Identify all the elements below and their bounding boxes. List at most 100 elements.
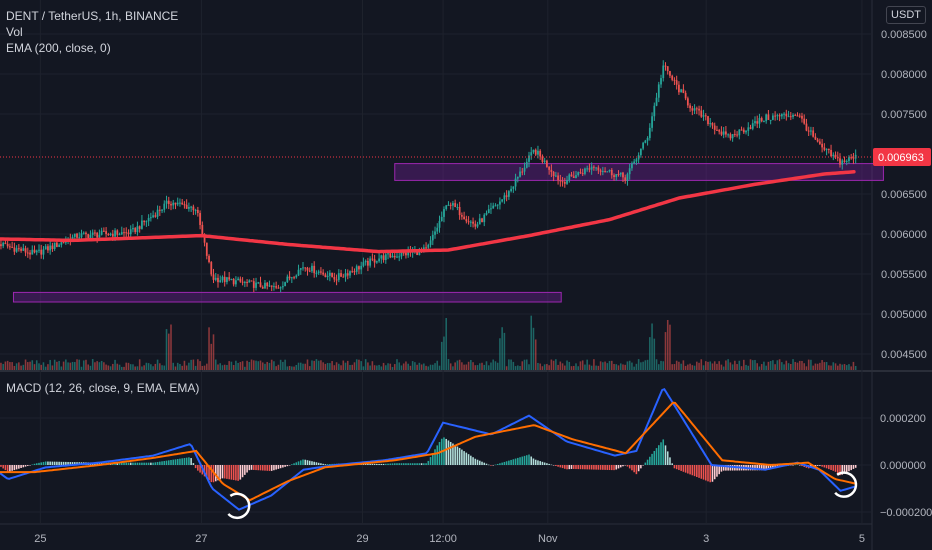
macd-histogram-bar — [825, 465, 828, 469]
candle-body — [0, 244, 2, 247]
candle-body — [22, 248, 25, 251]
candle-body — [546, 160, 548, 167]
candle-body — [503, 195, 506, 200]
macd-histogram-bar — [470, 455, 472, 465]
macd-histogram-bar — [221, 465, 224, 479]
volume-bar — [181, 365, 183, 370]
volume-bar — [796, 362, 799, 370]
volume-bar — [2, 363, 4, 370]
macd-histogram-bar — [452, 443, 454, 465]
volume-bar — [277, 364, 280, 370]
volume-bar — [483, 364, 486, 370]
macd-histogram-bar — [369, 463, 371, 465]
macd-histogram-bar — [382, 463, 385, 465]
macd-histogram-bar — [253, 465, 255, 470]
volume-bar — [476, 365, 479, 370]
candle-body — [651, 116, 653, 128]
volume-bar — [201, 365, 204, 370]
macd-indicator-label[interactable]: MACD (12, 26, close, 9, EMA, EMA) — [6, 381, 200, 395]
volume-bar — [261, 362, 264, 370]
hand-drawn-circle-annotation — [834, 471, 858, 498]
volume-bar — [487, 365, 490, 370]
volume-bar — [528, 364, 530, 370]
volume-bar — [96, 361, 98, 370]
candle-body — [496, 204, 499, 206]
candle-body — [769, 119, 772, 121]
volume-bar — [199, 361, 201, 370]
macd-histogram-bar — [640, 465, 642, 469]
volume-bar — [176, 362, 179, 370]
candle-body — [523, 167, 526, 172]
time-tick-label: 27 — [195, 533, 207, 545]
candle-body — [720, 131, 723, 135]
macd-histogram-bar — [512, 459, 515, 465]
volume-bar — [481, 362, 483, 370]
volume-bar — [74, 362, 76, 370]
macd-histogram-bar — [170, 459, 172, 465]
macd-histogram-bar — [165, 460, 168, 465]
volume-bar — [398, 362, 401, 370]
volume-bar — [682, 360, 685, 370]
candle-body — [427, 244, 430, 248]
volume-bar — [579, 361, 582, 370]
volume-bar — [266, 361, 268, 370]
macd-histogram-bar — [194, 465, 197, 469]
candle-body — [62, 242, 65, 244]
volume-bar — [344, 362, 347, 370]
volume-bar — [69, 362, 72, 370]
macd-histogram-bar — [51, 461, 54, 465]
candle-body — [234, 280, 237, 285]
ema-indicator-label[interactable]: EMA (200, close, 0) — [6, 41, 111, 55]
volume-bar — [257, 361, 260, 370]
macd-histogram-bar — [832, 465, 835, 471]
macd-histogram-bar — [371, 463, 374, 465]
macd-histogram-bar — [709, 465, 712, 483]
macd-histogram-bar — [286, 465, 289, 467]
candle-body — [512, 186, 515, 189]
volume-bar — [378, 364, 380, 370]
volume-bar — [568, 361, 571, 370]
candle-body — [127, 232, 130, 235]
volume-bar — [351, 364, 354, 370]
candle-body — [604, 171, 606, 173]
volume-bar — [11, 362, 13, 370]
macd-histogram-bar — [246, 465, 248, 473]
candle-body — [230, 279, 233, 281]
macd-histogram-bar — [798, 465, 801, 466]
volume-bar — [194, 365, 197, 370]
volume-bar — [807, 359, 810, 370]
volume-bar — [485, 361, 488, 370]
volume-bar — [769, 360, 772, 370]
macd-histogram-bar — [214, 465, 217, 482]
macd-histogram-bar — [228, 465, 230, 480]
candle-body — [353, 271, 356, 273]
volume-bar — [543, 364, 546, 370]
volume-bar — [854, 365, 857, 370]
volume-indicator-label[interactable]: Vol — [6, 25, 23, 39]
volume-bar — [188, 362, 190, 370]
volume-bar — [470, 359, 472, 370]
volume-bar — [832, 362, 835, 370]
volume-bar — [599, 361, 602, 370]
volume-bar — [496, 362, 499, 370]
currency-unit-badge[interactable]: USDT — [886, 6, 926, 24]
volume-bar — [338, 363, 340, 370]
candle-body — [725, 131, 727, 135]
candle-body — [40, 249, 43, 255]
volume-bar — [44, 366, 47, 370]
candle-body — [53, 242, 56, 250]
volume-bar — [107, 365, 110, 370]
volume-bar — [653, 338, 656, 370]
candle-body — [590, 166, 593, 170]
symbol-label[interactable]: DENT / TetherUS, 1h, BINANCE — [6, 9, 179, 23]
macd-histogram-bar — [396, 463, 398, 465]
candle-body — [149, 217, 152, 219]
macd-histogram-bar — [754, 465, 756, 471]
macd-histogram-bar — [67, 461, 69, 465]
volume-bar — [664, 332, 667, 370]
macd-histogram-bar — [147, 462, 150, 465]
volume-bar — [87, 364, 89, 370]
volume-bar — [371, 361, 374, 370]
macd-histogram-bar — [597, 465, 600, 470]
